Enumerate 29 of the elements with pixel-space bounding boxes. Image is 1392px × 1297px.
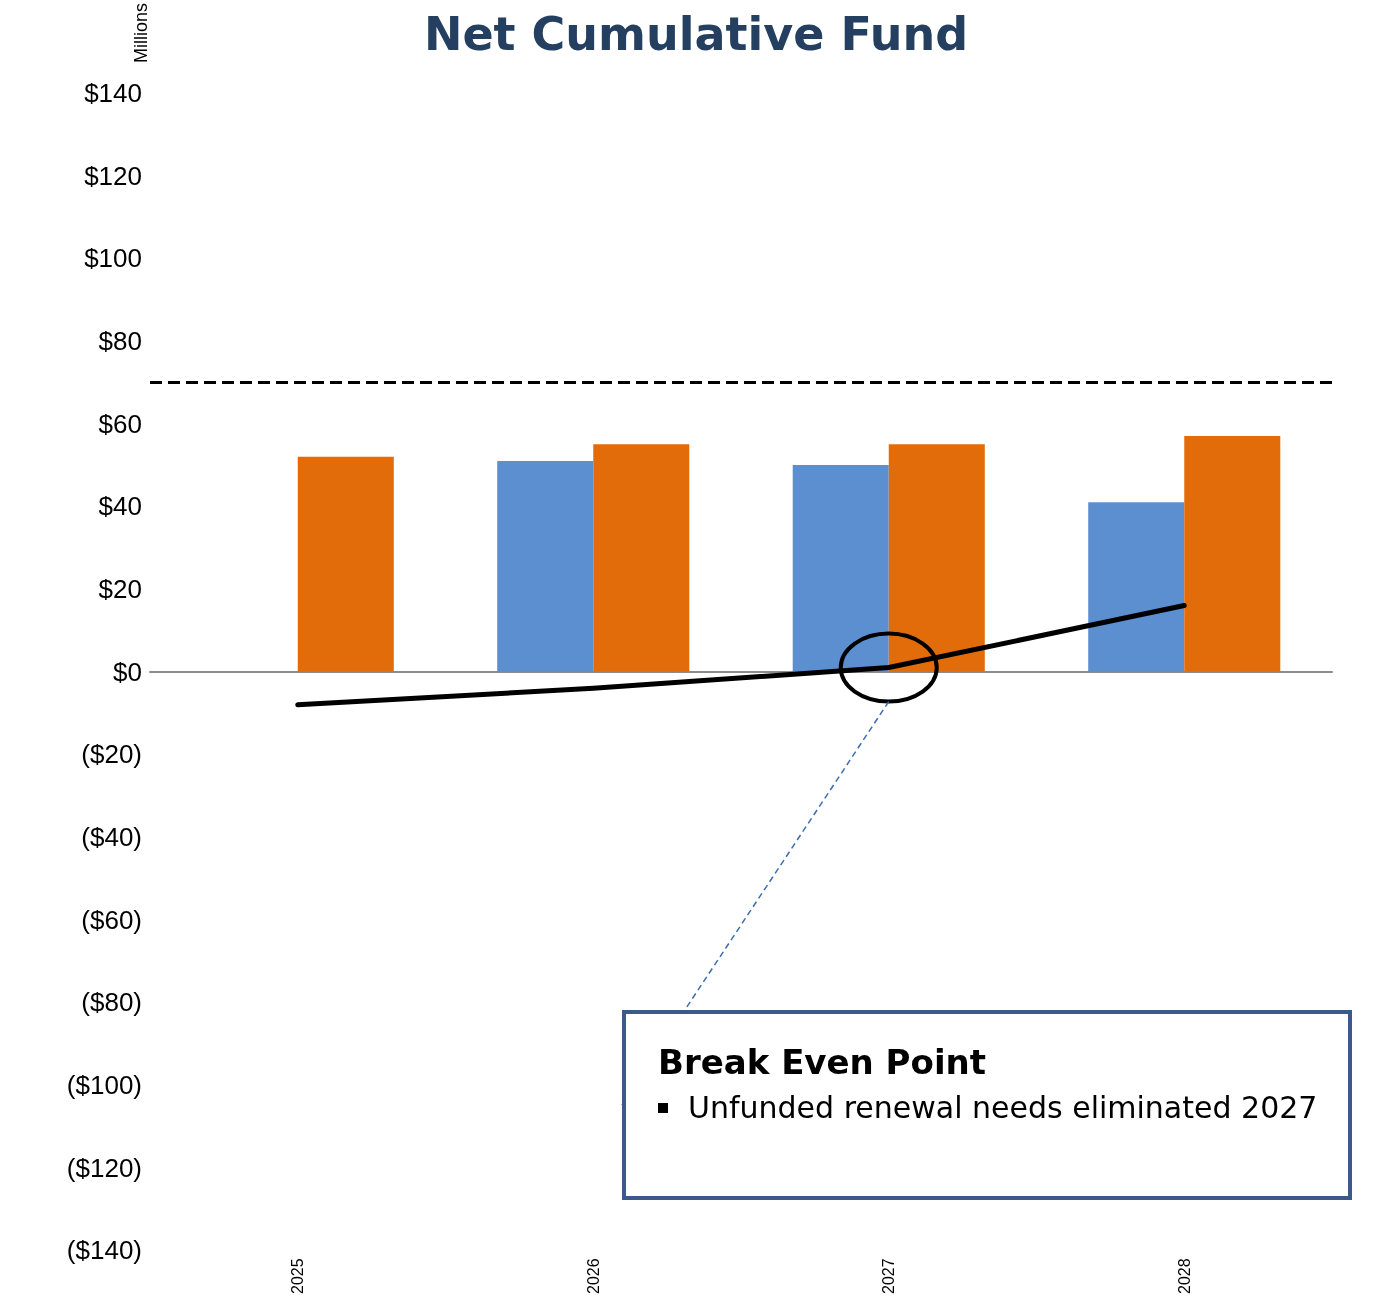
y-tick-label: ($40) <box>81 822 142 853</box>
bar <box>1184 436 1281 672</box>
y-tick-label: ($100) <box>66 1070 142 1101</box>
x-tick-label: 2028 <box>1175 1258 1193 1294</box>
y-tick-label: $40 <box>98 491 142 522</box>
y-tick-label: ($80) <box>81 987 142 1018</box>
y-tick-label: $20 <box>98 574 142 605</box>
y-tick-label: $60 <box>98 408 142 439</box>
y-tick-label: $120 <box>84 160 142 191</box>
bar <box>497 460 594 672</box>
y-tick-label: ($20) <box>81 739 142 770</box>
chart-title: Net Cumulative Fund <box>423 7 969 61</box>
y-tick-label: ($120) <box>66 1152 142 1183</box>
x-tick-label: 2025 <box>289 1258 307 1294</box>
x-tick-label: 2026 <box>584 1258 602 1294</box>
annotation: Unfunded renewal needs eliminated 2027 <box>688 1090 1318 1125</box>
y-tick-label: ($140) <box>66 1235 142 1266</box>
bar <box>593 444 690 672</box>
y-axis-title: Millions <box>131 3 151 64</box>
y-tick-label: $0 <box>113 656 142 687</box>
x-tick-label: 2027 <box>880 1258 898 1294</box>
callout-box: Break Even Point Unfunded renewal needs eliminated 2027 <box>622 1010 1352 1200</box>
y-tick-label: $140 <box>84 78 142 108</box>
y-tick-label: ($60) <box>81 904 142 935</box>
y-tick-label: $80 <box>98 326 142 357</box>
bar <box>1088 502 1185 672</box>
y-tick-label: $100 <box>84 243 142 274</box>
annotation: Break Even Point <box>658 1042 987 1082</box>
bar <box>297 456 394 672</box>
